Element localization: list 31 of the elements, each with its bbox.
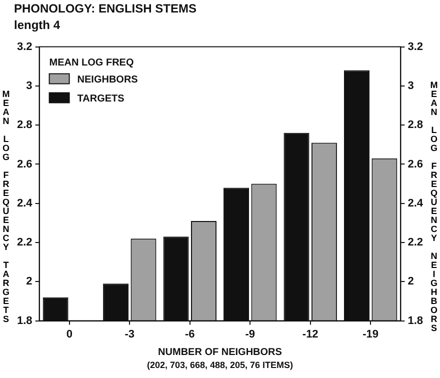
y2-tick-label: 2.4 xyxy=(408,197,424,210)
x-tick-label: -12 xyxy=(302,328,318,340)
x-tick-label: -6 xyxy=(184,328,195,340)
y2-tick-label: 1.8 xyxy=(408,314,424,327)
y2-tick-label: 3.2 xyxy=(408,40,424,53)
legend-label: TARGETS xyxy=(77,94,125,105)
y2-tick-label: 2 xyxy=(408,276,414,288)
chart-subtitle: length 4 xyxy=(14,18,60,32)
y-tick-label: 3 xyxy=(26,80,32,92)
y-axis-title: MEAN LOG FREQUENCY TARGETS xyxy=(1,88,11,325)
y-tick-label: 2.8 xyxy=(16,119,32,132)
y2-axis-title: MEAN LOG FREQUENCY NEIGHBORS xyxy=(429,79,439,334)
x-tick-label: -19 xyxy=(362,328,379,340)
y-tick-label: 1.8 xyxy=(16,314,32,327)
x-tick-label: 0 xyxy=(66,328,72,340)
y-tick-label: 3.2 xyxy=(16,40,32,53)
y2-tick-label: 2.8 xyxy=(408,119,424,132)
text: (202, 703, 668, 488, 205, 76 ITEMS) xyxy=(146,360,294,370)
chart-title: PHONOLOGY: ENGLISH STEMS xyxy=(14,2,196,16)
y-tick-label: 2.6 xyxy=(16,158,32,170)
y2-tick-label: 2.6 xyxy=(408,158,424,170)
y-tick-label: 2 xyxy=(26,276,32,288)
y-tick-label: 2.4 xyxy=(16,197,34,210)
y2-tick-label: 2.2 xyxy=(408,236,424,249)
y-tick-label: 2.2 xyxy=(16,236,32,249)
x-tick-label: -9 xyxy=(245,328,256,340)
legend-label: NEIGHBORS xyxy=(77,74,138,86)
x-tick-label: -3 xyxy=(124,328,135,340)
x-axis-title: NUMBER OF NEIGHBORS xyxy=(158,346,282,358)
y2-tick-label: 3 xyxy=(408,80,414,92)
legend-title: MEAN LOG FREQ xyxy=(49,58,134,69)
